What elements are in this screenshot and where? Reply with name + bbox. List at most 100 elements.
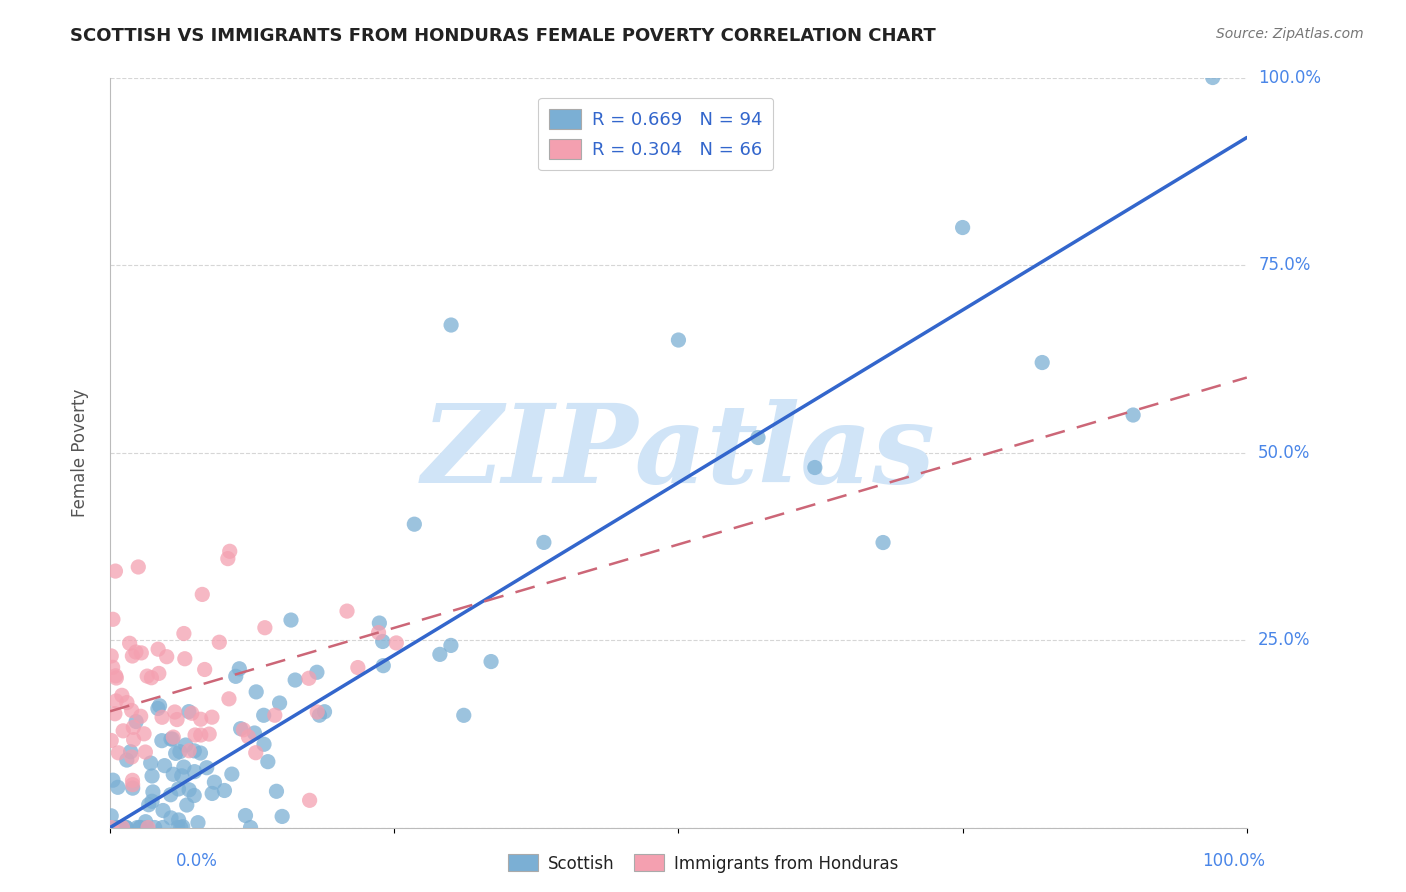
Point	[121, 781, 143, 796]
Point	[118, 636, 141, 650]
Point	[153, 758, 176, 772]
Point	[195, 761, 218, 775]
Point	[453, 708, 475, 723]
Point	[284, 673, 307, 687]
Point	[108, 821, 131, 835]
Point	[142, 785, 165, 799]
Point	[100, 809, 122, 823]
Point	[167, 781, 190, 796]
Point	[166, 821, 188, 835]
Point	[107, 746, 129, 760]
Point	[100, 733, 122, 747]
Point	[804, 460, 827, 475]
Point	[167, 813, 190, 827]
Point	[143, 821, 166, 835]
Point	[138, 797, 160, 812]
Point	[314, 705, 336, 719]
Point	[101, 660, 124, 674]
Point	[173, 652, 195, 666]
Point	[214, 783, 236, 797]
Point	[105, 821, 128, 835]
Point	[187, 815, 209, 830]
Point	[239, 821, 262, 835]
Point	[134, 745, 156, 759]
Point	[228, 662, 250, 676]
Point	[229, 722, 252, 736]
Point	[872, 535, 894, 549]
Point	[100, 648, 122, 663]
Point	[245, 746, 267, 760]
Point	[172, 820, 194, 834]
Point	[269, 696, 291, 710]
Point	[266, 784, 288, 798]
Point	[533, 535, 555, 549]
Point	[429, 648, 451, 662]
Point	[165, 747, 187, 761]
Point	[440, 639, 463, 653]
Point	[179, 782, 201, 797]
Text: 75.0%: 75.0%	[1258, 256, 1310, 274]
Point	[217, 551, 239, 566]
Point	[479, 655, 502, 669]
Point	[141, 769, 163, 783]
Point	[271, 809, 294, 823]
Point	[368, 615, 391, 630]
Point	[440, 318, 463, 332]
Point	[253, 708, 276, 723]
Point	[173, 760, 195, 774]
Point	[104, 669, 127, 683]
Point	[111, 689, 134, 703]
Point	[280, 613, 302, 627]
Point	[148, 698, 170, 713]
Point	[218, 691, 240, 706]
Point	[367, 625, 389, 640]
Point	[136, 821, 159, 835]
Point	[159, 788, 181, 802]
Point	[156, 649, 179, 664]
Point	[201, 787, 224, 801]
Text: ZIPatlas: ZIPatlas	[422, 399, 935, 507]
Point	[238, 730, 260, 744]
Point	[218, 544, 240, 558]
Point	[198, 727, 221, 741]
Point	[115, 753, 138, 767]
Point	[128, 821, 150, 835]
Point	[404, 517, 426, 532]
Point	[191, 587, 214, 601]
Point	[668, 333, 690, 347]
Text: 100.0%: 100.0%	[1258, 69, 1322, 87]
Point	[245, 685, 267, 699]
Text: 0.0%: 0.0%	[176, 852, 218, 870]
Point	[125, 714, 148, 729]
Legend: R = 0.669   N = 94, R = 0.304   N = 66: R = 0.669 N = 94, R = 0.304 N = 66	[538, 98, 773, 170]
Point	[112, 723, 135, 738]
Point	[373, 658, 395, 673]
Point	[169, 745, 191, 759]
Point	[150, 710, 173, 724]
Point	[129, 646, 152, 660]
Point	[253, 621, 276, 635]
Point	[183, 744, 205, 758]
Point	[105, 694, 128, 708]
Point	[122, 732, 145, 747]
Point	[129, 821, 152, 835]
Point	[225, 669, 247, 683]
Point	[1031, 355, 1053, 369]
Point	[101, 612, 124, 626]
Point	[152, 804, 174, 818]
Point	[121, 703, 143, 717]
Point	[202, 775, 225, 789]
Point	[162, 730, 184, 744]
Point	[115, 696, 138, 710]
Text: 50.0%: 50.0%	[1258, 443, 1310, 461]
Point	[110, 821, 132, 835]
Point	[170, 821, 193, 835]
Point	[150, 733, 173, 747]
Text: 25.0%: 25.0%	[1258, 631, 1310, 649]
Point	[160, 732, 183, 747]
Point	[747, 431, 769, 445]
Point	[120, 745, 142, 759]
Point	[162, 732, 184, 747]
Point	[371, 634, 394, 648]
Point	[135, 821, 157, 835]
